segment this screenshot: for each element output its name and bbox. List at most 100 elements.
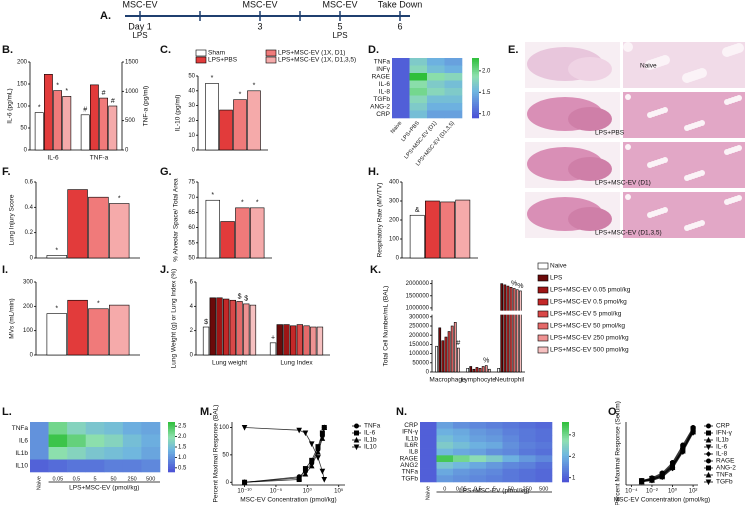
y2-tick-label: 0	[125, 148, 129, 154]
heat-cell	[469, 462, 487, 469]
legend-marker	[705, 436, 712, 443]
colorbar-slice	[472, 62, 479, 65]
colorbar-slice	[168, 430, 175, 433]
heat-cell	[30, 422, 49, 435]
heat-cell	[392, 58, 410, 66]
significance-mark: *	[256, 200, 259, 207]
bar	[220, 221, 235, 259]
data-point	[241, 424, 248, 431]
y-tick-label: 100000	[409, 351, 430, 357]
y-tick-label: 0	[426, 370, 430, 376]
heat-cell	[409, 110, 428, 119]
y-tick-label: 2	[190, 328, 194, 334]
bar	[80, 114, 90, 151]
colorbar-slice	[472, 88, 479, 91]
colorbar-tick-label: 3	[572, 432, 576, 438]
heat-cell	[122, 434, 142, 448]
series-line	[641, 431, 694, 482]
bar	[109, 203, 130, 259]
row-label: IL-6	[379, 81, 391, 88]
colorbar-slice	[168, 450, 175, 453]
bar	[438, 327, 442, 373]
bar	[453, 322, 457, 373]
x-axis-label: LPS+MSC-EV (pmol/kg)	[69, 485, 139, 492]
heat-cell	[486, 435, 503, 443]
heat-cell	[420, 448, 437, 456]
y-tick-label: 65	[188, 210, 195, 216]
alveolus	[722, 47, 732, 57]
alveolus	[647, 162, 653, 168]
colorbar-slice	[168, 437, 175, 439]
legend-label: LPS+MSC-EV 0.05 pmol/kg	[550, 287, 631, 294]
legend-label: LPS+PBS	[208, 57, 238, 64]
x-tick-label: 10⁻⁵	[270, 488, 283, 495]
y-tick-label: 100	[219, 425, 230, 431]
heat-cell	[392, 80, 410, 89]
column-label: 0.05	[456, 486, 467, 492]
panel-letter: H.	[368, 166, 379, 178]
row-label: TGFb	[373, 96, 390, 103]
heat-cell	[453, 455, 470, 463]
colorbar-slice	[168, 423, 175, 426]
bar	[456, 347, 460, 373]
heat-cell	[48, 459, 68, 473]
heat-cell	[409, 58, 428, 66]
y-axis-label: IL-6 (pg/mL)	[7, 88, 14, 123]
heat-cell	[104, 422, 124, 435]
y-axis-label: Percent Maximal Response (Serum)	[615, 401, 622, 505]
y-tick-label: 300	[23, 280, 34, 286]
y-tick-label: 300	[389, 199, 400, 205]
series-line	[641, 430, 694, 482]
heat-cell	[409, 65, 428, 74]
heat-cell	[453, 422, 470, 429]
data-point	[315, 449, 321, 455]
legend-label: LPS	[550, 275, 563, 282]
data-point	[690, 428, 696, 434]
heat-cell	[420, 435, 437, 443]
significance-mark: *	[56, 82, 59, 89]
colorbar-slice	[562, 472, 569, 475]
heat-cell	[122, 447, 142, 460]
legend-label: TGFb	[716, 479, 733, 486]
colorbar-slice	[562, 426, 569, 429]
heat-cell	[409, 80, 428, 89]
colorbar-slice	[472, 86, 479, 89]
legend-marker	[354, 423, 359, 429]
colorbar-slice	[562, 468, 569, 471]
legend-label: TNFa	[716, 472, 733, 479]
heat-cell	[141, 459, 161, 473]
bar	[67, 189, 88, 259]
heat-cell	[486, 448, 503, 456]
column-label: 0.05	[52, 476, 63, 482]
significance-mark: $	[238, 293, 242, 300]
y-tick-label: 100	[17, 104, 28, 110]
heat-cell	[409, 103, 428, 111]
alveolus	[623, 42, 633, 52]
colorbar-slice	[562, 428, 569, 431]
y-axis-label: Respiratory Rate (MV/TV)	[377, 183, 384, 258]
heat-cell	[486, 468, 503, 476]
significance-mark: *	[118, 195, 121, 202]
legend-label: Sham	[208, 50, 225, 57]
data-point	[319, 468, 326, 475]
panel-letter: K.	[370, 264, 381, 276]
bar	[478, 368, 482, 373]
heat-cell	[519, 462, 536, 469]
colorbar-slice	[562, 422, 569, 425]
y-tick-label: 10	[188, 133, 195, 139]
bar	[475, 367, 479, 373]
colorbar-slice	[168, 453, 175, 456]
event-day: 3	[257, 21, 262, 31]
y2-tick-label: 1000	[125, 89, 139, 95]
heat-cell	[519, 468, 536, 476]
alveolus	[647, 112, 653, 118]
bar	[62, 96, 72, 151]
heat-cell	[67, 447, 87, 460]
colorbar-slice	[168, 432, 175, 434]
heat-cell	[469, 422, 487, 429]
heat-cell	[535, 475, 553, 483]
alveolus	[724, 199, 730, 205]
panel-letter: E.	[508, 44, 518, 56]
heat-cell	[469, 455, 487, 463]
